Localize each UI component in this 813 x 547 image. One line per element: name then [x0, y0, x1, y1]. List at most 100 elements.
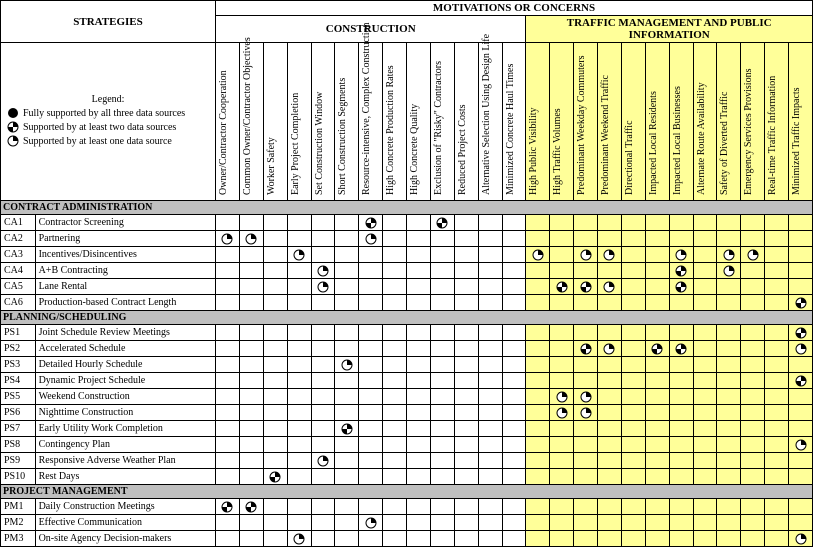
- mark-cell: [263, 247, 287, 263]
- mark-cell: [621, 389, 645, 405]
- mark-cell: [789, 247, 813, 263]
- mark-cell: [430, 469, 454, 485]
- mark-cell: [478, 263, 502, 279]
- mark-cell: [287, 215, 311, 231]
- mark-cell: [693, 325, 717, 341]
- mark-cell: [407, 341, 431, 357]
- mark-cell: [454, 279, 478, 295]
- col-header-traffic-1: High Traffic Volumes: [550, 43, 574, 201]
- mark-cell: [598, 295, 622, 311]
- col-header-construction-2: Worker Safety: [263, 43, 287, 201]
- mark-cell: [574, 469, 598, 485]
- mark-cell: [669, 325, 693, 341]
- mark-cell: [574, 421, 598, 437]
- mark-cell: [789, 499, 813, 515]
- mark-cell: [359, 515, 383, 531]
- mark-cell: [574, 295, 598, 311]
- row-code: CA4: [1, 263, 36, 279]
- row-name: A+B Contracting: [35, 263, 215, 279]
- mark-cell: [741, 247, 765, 263]
- mark-cell: [430, 341, 454, 357]
- mark-cell: [407, 389, 431, 405]
- mark-cell: [407, 531, 431, 547]
- mark-cell: [574, 373, 598, 389]
- mark-cell: [430, 325, 454, 341]
- mark-cell: [693, 263, 717, 279]
- mark-cell: [526, 295, 550, 311]
- mark-cell: [263, 231, 287, 247]
- mark-cell: [598, 247, 622, 263]
- mark-cell: [359, 215, 383, 231]
- mark-cell: [741, 453, 765, 469]
- mark-cell: [669, 405, 693, 421]
- mark-cell: [574, 515, 598, 531]
- mark-cell: [741, 405, 765, 421]
- mark-cell: [216, 389, 240, 405]
- mark-cell: [598, 231, 622, 247]
- mark-cell: [621, 421, 645, 437]
- mark-cell: [550, 389, 574, 405]
- mark-cell: [383, 499, 407, 515]
- mark-cell: [717, 279, 741, 295]
- mark-cell: [454, 357, 478, 373]
- mark-cell: [789, 469, 813, 485]
- mark-cell: [287, 437, 311, 453]
- mark-cell: [335, 453, 359, 469]
- mark-cell: [311, 421, 335, 437]
- mark-cell: [407, 263, 431, 279]
- mark-cell: [239, 469, 263, 485]
- col-header-construction-9: Exclusion of "Risky" Contractors: [430, 43, 454, 201]
- mark-cell: [263, 531, 287, 547]
- mark-cell: [383, 453, 407, 469]
- mark-cell: [526, 499, 550, 515]
- mark-cell: [693, 341, 717, 357]
- mark-cell: [216, 437, 240, 453]
- legend-two: Supported by at least two data sources: [7, 121, 209, 133]
- mark-cell: [550, 531, 574, 547]
- mark-cell: [789, 421, 813, 437]
- mark-cell: [454, 405, 478, 421]
- mark-cell: [407, 295, 431, 311]
- mark-cell: [574, 453, 598, 469]
- mark-cell: [430, 437, 454, 453]
- mark-cell: [359, 357, 383, 373]
- mark-cell: [669, 279, 693, 295]
- mark-cell: [239, 295, 263, 311]
- mark-cell: [550, 357, 574, 373]
- mark-cell: [287, 531, 311, 547]
- mark-cell: [502, 531, 526, 547]
- mark-cell: [311, 357, 335, 373]
- mark-cell: [645, 247, 669, 263]
- mark-cell: [359, 499, 383, 515]
- mark-cell: [335, 341, 359, 357]
- mark-cell: [717, 247, 741, 263]
- col-header-traffic-7: Alternate Route Availability: [693, 43, 717, 201]
- mark-cell: [335, 247, 359, 263]
- mark-cell: [621, 341, 645, 357]
- mark-cell: [478, 405, 502, 421]
- mark-cell: [478, 357, 502, 373]
- mark-cell: [741, 357, 765, 373]
- col-header-construction-6: Resource-intensive, Complex Construction: [359, 43, 383, 201]
- mark-cell: [287, 357, 311, 373]
- mark-cell: [693, 469, 717, 485]
- mark-cell: [574, 215, 598, 231]
- row-name: On-site Agency Decision-makers: [35, 531, 215, 547]
- mark-cell: [478, 437, 502, 453]
- mark-cell: [454, 499, 478, 515]
- mark-cell: [216, 231, 240, 247]
- row-name: Rest Days: [35, 469, 215, 485]
- col-header-traffic-0: High Public Visibility: [526, 43, 550, 201]
- mark-cell: [526, 437, 550, 453]
- mark-cell: [598, 373, 622, 389]
- mark-cell: [502, 405, 526, 421]
- mark-cell: [359, 341, 383, 357]
- mark-cell: [789, 515, 813, 531]
- mark-cell: [216, 279, 240, 295]
- mark-cell: [239, 515, 263, 531]
- mark-cell: [621, 515, 645, 531]
- mark-cell: [669, 421, 693, 437]
- mark-cell: [478, 515, 502, 531]
- mark-cell: [717, 325, 741, 341]
- col-header-construction-10: Reduced Project Costs: [454, 43, 478, 201]
